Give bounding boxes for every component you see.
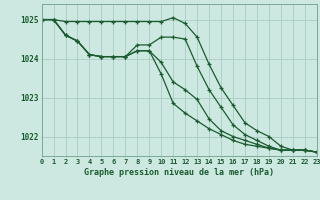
X-axis label: Graphe pression niveau de la mer (hPa): Graphe pression niveau de la mer (hPa) [84, 168, 274, 177]
